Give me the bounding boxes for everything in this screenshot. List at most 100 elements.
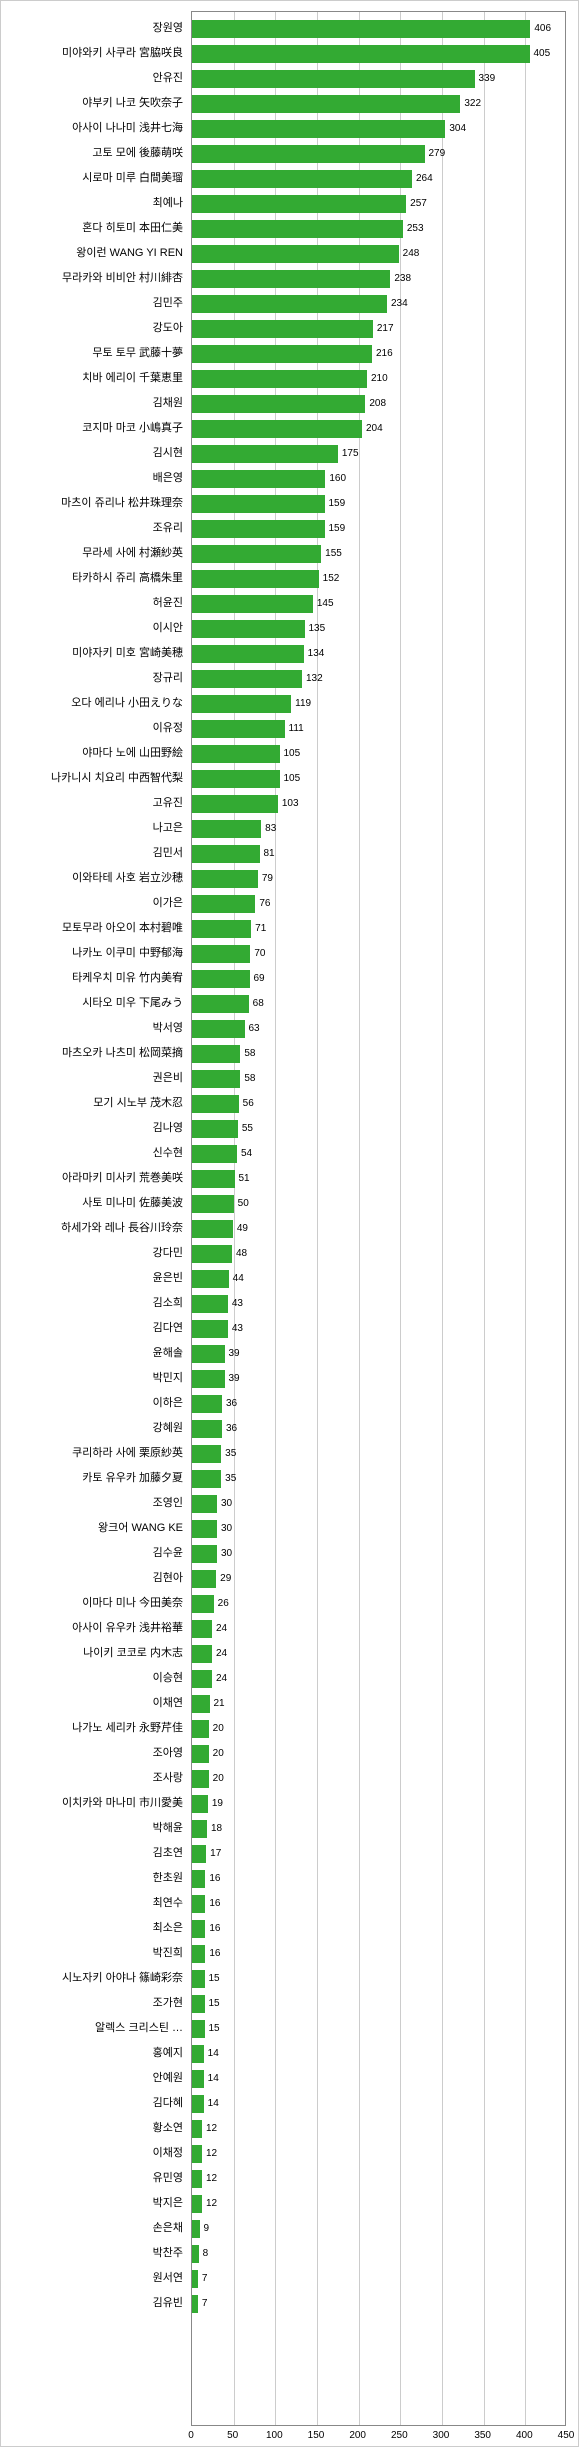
bar: [192, 570, 319, 588]
bar-label: 안예원: [1, 2069, 183, 2087]
bar: [192, 1320, 228, 1338]
bar-label: 시타오 미우 下尾みう: [1, 994, 183, 1012]
bar-value: 21: [214, 1695, 225, 1713]
bar-value: 111: [289, 720, 304, 738]
bar: [192, 1120, 238, 1138]
bar-value: 135: [309, 620, 326, 638]
bar-value: 20: [213, 1720, 224, 1738]
bar: [192, 1170, 235, 1188]
bar: [192, 1420, 222, 1438]
bar-label: 오다 에리나 小田えりな: [1, 694, 183, 712]
ranking-bar-chart: 4064053393223042792642572532482382342172…: [0, 0, 579, 2447]
bar-label: 손은채: [1, 2219, 183, 2237]
bar-label: 박해윤: [1, 1819, 183, 1837]
gridline: [525, 12, 526, 2425]
bar-value: 70: [254, 945, 265, 963]
bar: [192, 595, 313, 613]
bar-value: 16: [209, 1945, 220, 1963]
bar: [192, 2045, 204, 2063]
x-tick-label: 50: [227, 2430, 238, 2441]
bar-label: 최소은: [1, 1919, 183, 1937]
x-tick-label: 150: [308, 2430, 325, 2441]
bar-label: 윤해솔: [1, 1344, 183, 1362]
gridline: [484, 12, 485, 2425]
bar-value: 58: [244, 1045, 255, 1063]
bar: [192, 420, 362, 438]
bar-label: 이마다 미나 今田美奈: [1, 1594, 183, 1612]
bar-value: 48: [236, 1245, 247, 1263]
bar: [192, 1970, 205, 1988]
bar-value: 16: [209, 1895, 220, 1913]
bar-label: 미야와키 사쿠라 宮脇咲良: [1, 44, 183, 62]
bar-value: 29: [220, 1570, 231, 1588]
bar-value: 58: [244, 1070, 255, 1088]
bar-label: 왕이런 WANG YI REN: [1, 244, 183, 262]
bar-label: 조유리: [1, 519, 183, 537]
bar-label: 장원영: [1, 19, 183, 37]
bar-value: 63: [249, 1020, 260, 1038]
bar-label: 이시안: [1, 619, 183, 637]
bar-value: 304: [449, 120, 466, 138]
bar-label: 쿠리하라 사에 栗原紗英: [1, 1444, 183, 1462]
bar-label: 권은비: [1, 1069, 183, 1087]
bar: [192, 1520, 217, 1538]
bar: [192, 320, 373, 338]
bar: [192, 1345, 225, 1363]
gridline: [442, 12, 443, 2425]
bar-label: 김다연: [1, 1319, 183, 1337]
bar: [192, 1220, 233, 1238]
bar-value: 322: [464, 95, 481, 113]
bar: [192, 2245, 199, 2263]
bar: [192, 1095, 239, 1113]
bar-value: 43: [232, 1295, 243, 1313]
bar-value: 12: [206, 2170, 217, 2188]
bar: [192, 395, 365, 413]
bar: [192, 870, 258, 888]
bar: [192, 445, 338, 463]
x-tick-label: 200: [349, 2430, 366, 2441]
bar-value: 160: [329, 470, 346, 488]
bar-label: 야마다 노에 山田野絵: [1, 744, 183, 762]
bar-value: 279: [429, 145, 446, 163]
bar-value: 159: [329, 520, 346, 538]
bar-label: 왕크어 WANG KE: [1, 1519, 183, 1537]
bar-label: 안유진: [1, 69, 183, 87]
bar: [192, 1895, 205, 1913]
bar-value: 132: [306, 670, 323, 688]
bar: [192, 1820, 207, 1838]
bar-label: 타카하시 쥬리 高橋朱里: [1, 569, 183, 587]
bar-value: 105: [284, 745, 301, 763]
bar-value: 248: [403, 245, 420, 263]
bar: [192, 1495, 217, 1513]
bar-value: 339: [479, 70, 496, 88]
bar-value: 152: [323, 570, 340, 588]
bar: [192, 2145, 202, 2163]
bar-label: 코지마 마코 小嶋真子: [1, 419, 183, 437]
bar-value: 55: [242, 1120, 253, 1138]
bar-label: 시노자키 아야나 篠崎彩奈: [1, 1969, 183, 1987]
bar: [192, 545, 321, 563]
bar-label: 이와타테 사호 岩立沙穂: [1, 869, 183, 887]
bar: [192, 645, 304, 663]
bar-label: 마츠오카 나츠미 松岡菜摘: [1, 1044, 183, 1062]
bar: [192, 820, 261, 838]
bar: [192, 1245, 232, 1263]
bar-value: 210: [371, 370, 388, 388]
bar-label: 무라세 사에 村瀬紗英: [1, 544, 183, 562]
bar-label: 고유진: [1, 794, 183, 812]
bar: [192, 945, 250, 963]
bar-value: 54: [241, 1145, 252, 1163]
bar: [192, 2295, 198, 2313]
bar-label: 무라카와 비비안 村川緋杏: [1, 269, 183, 287]
bar: [192, 845, 260, 863]
bar-value: 83: [265, 820, 276, 838]
bar-label: 박민지: [1, 1369, 183, 1387]
bar: [192, 1370, 225, 1388]
bar-label: 이치카와 마나미 市川愛美: [1, 1794, 183, 1812]
bar-value: 405: [534, 45, 551, 63]
bar-value: 14: [208, 2095, 219, 2113]
bar-value: 71: [255, 920, 266, 938]
bar: [192, 245, 399, 263]
bar-label: 김수윤: [1, 1544, 183, 1562]
bar-label: 김민주: [1, 294, 183, 312]
